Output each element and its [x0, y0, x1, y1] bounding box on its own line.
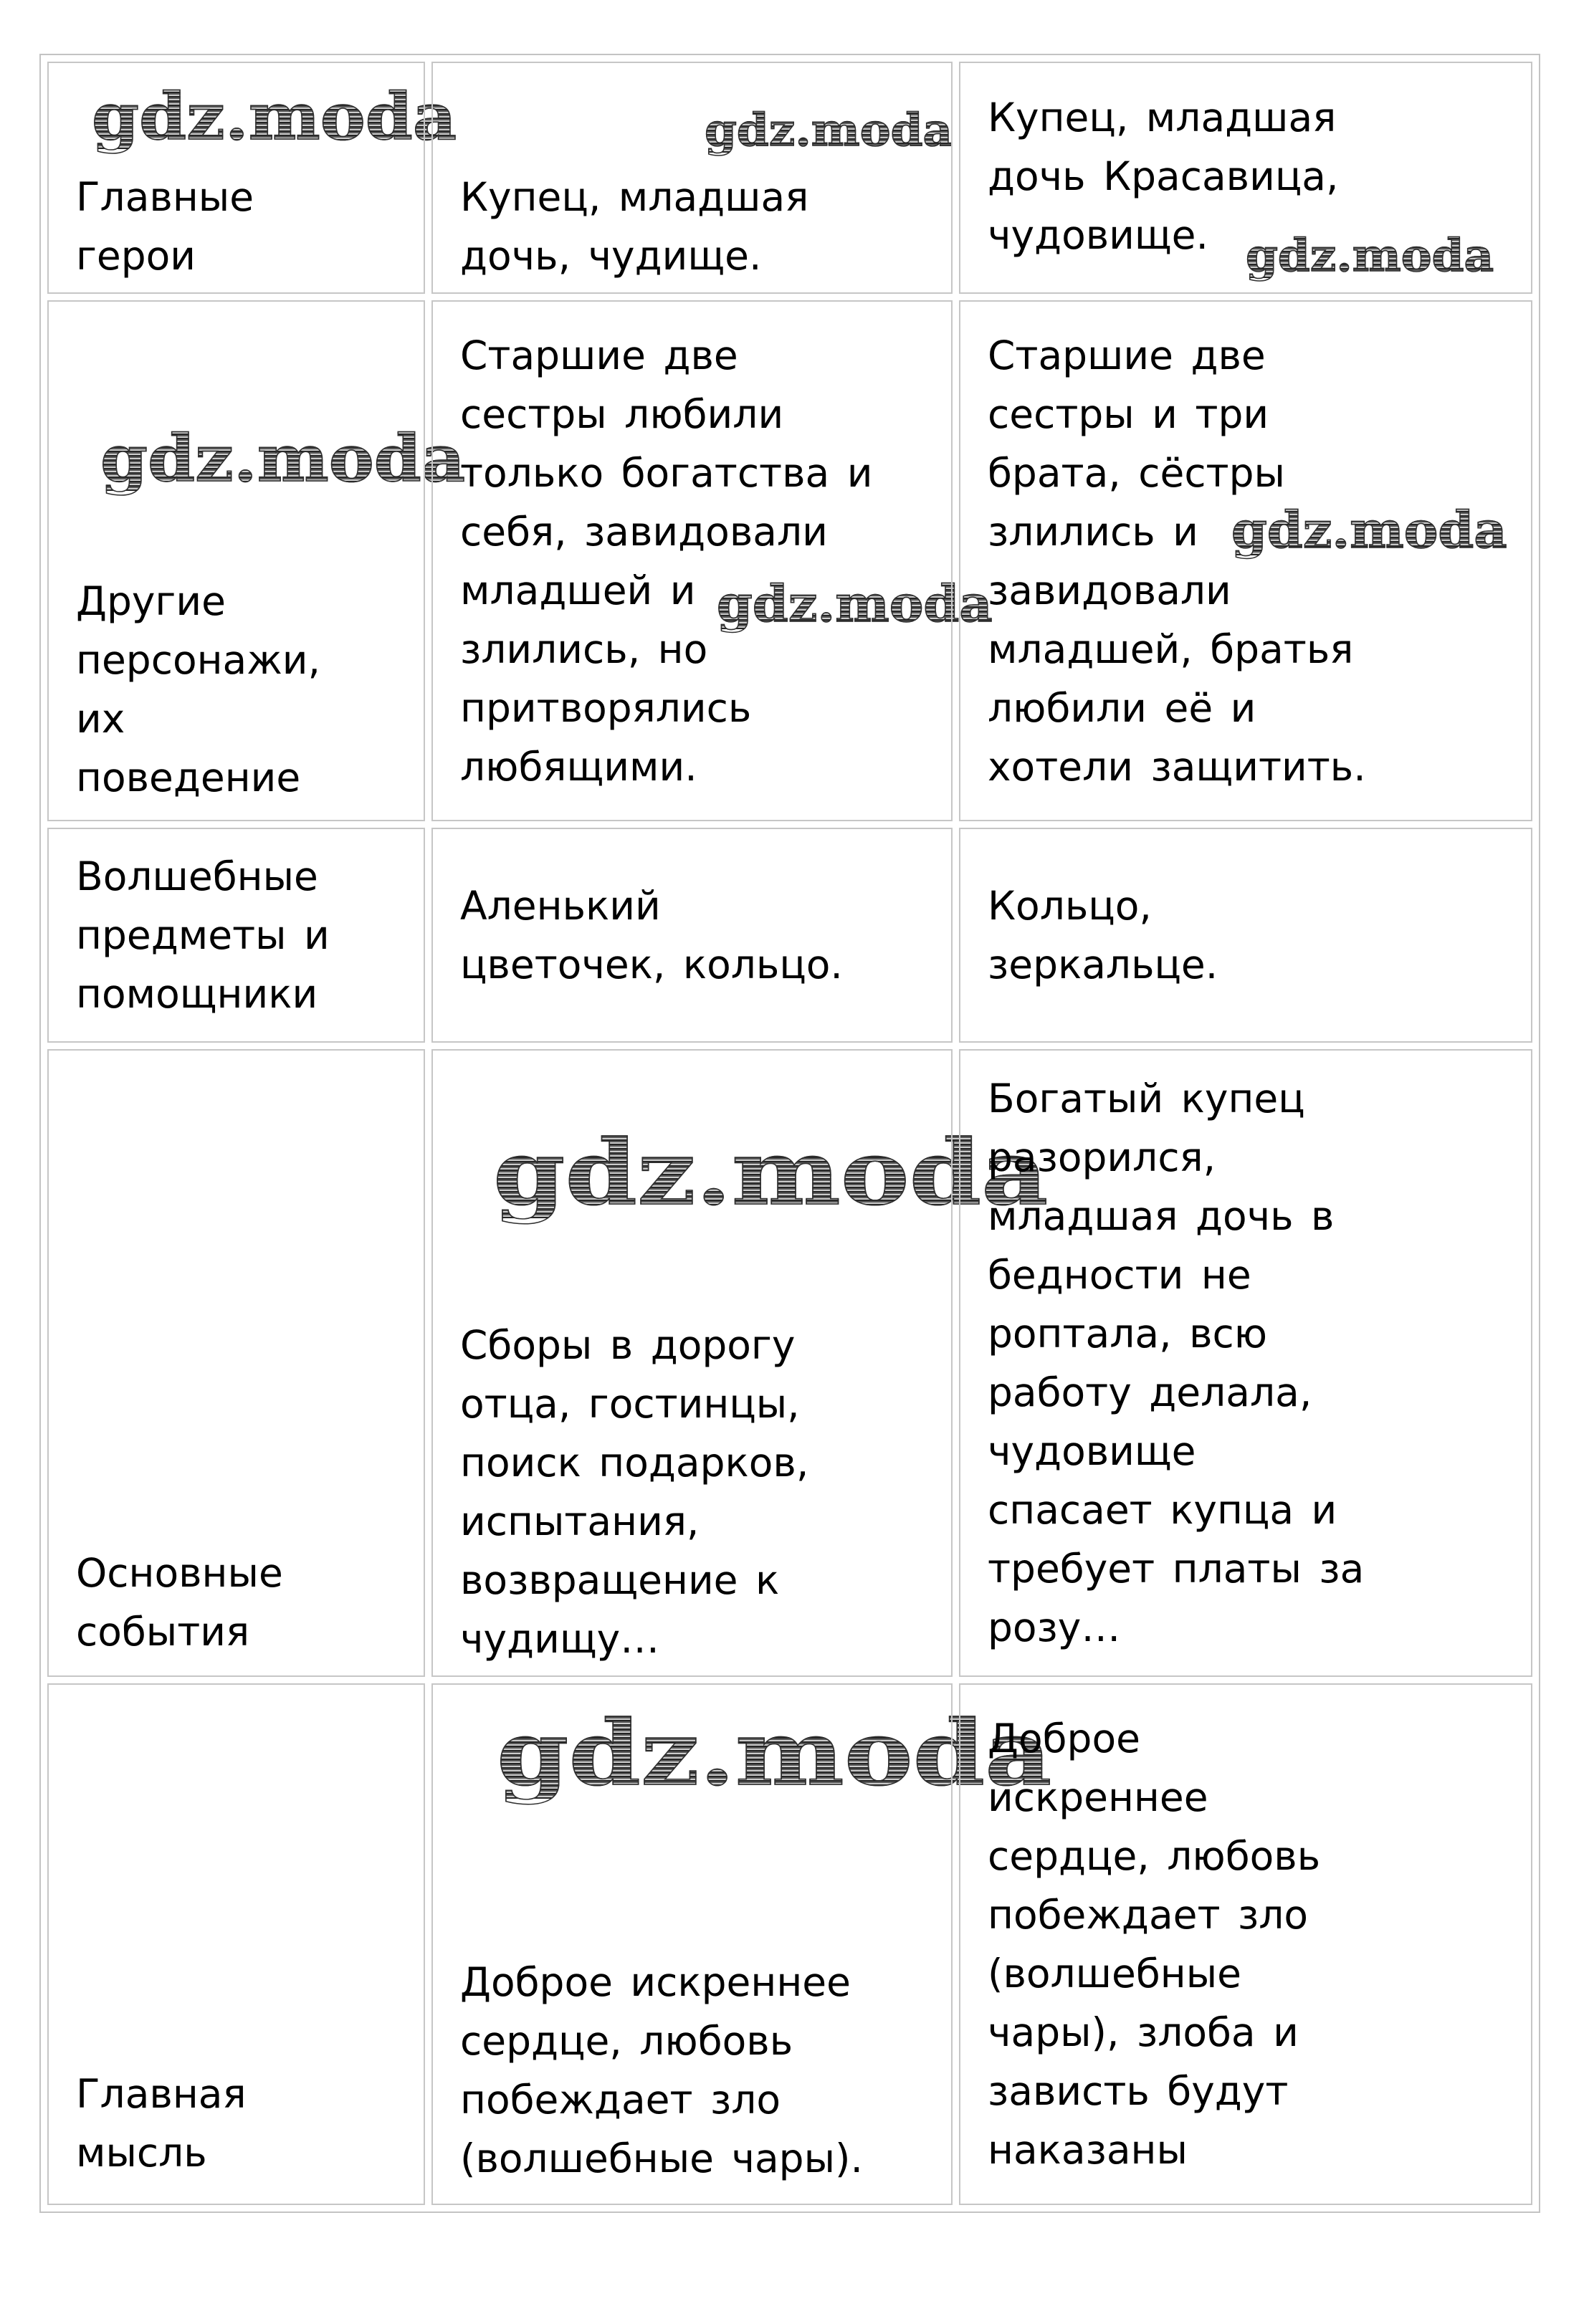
cell-text: Старшие две сестры и три брата, сёстры з… [988, 332, 1366, 790]
cell-text: Купец, младшая дочь, чудище. [460, 174, 809, 279]
watermark-gdz-moda: gdz.moda [492, 1121, 1049, 1225]
table-row-main-events: Основные события Сборы в дорогу отца, го… [47, 1049, 1532, 1677]
tale2-cell: Доброе искреннее сердце, любовь побеждае… [959, 1683, 1532, 2205]
cell-text: Доброе искреннее сердце, любовь побеждае… [988, 1716, 1321, 2173]
cell-text: Купец, младшая дочь Красавица, чудовище. [988, 95, 1339, 258]
cell-text: Старшие две сестры любили только богатст… [460, 332, 873, 790]
row-label-cell: Главные герои [47, 62, 425, 294]
table-row-main-idea: Главная мысль Доброе искреннее сердце, л… [47, 1683, 1532, 2205]
tale1-cell: Купец, младшая дочь, чудище. [431, 62, 953, 294]
row-label: Основные события [76, 1550, 283, 1655]
row-label-cell: Основные события [47, 1049, 425, 1677]
watermark-gdz-moda: gdz.moda [704, 103, 953, 156]
row-label: Волшебные предметы и помощники [76, 853, 330, 1017]
tale2-cell: Купец, младшая дочь Красавица, чудовище. [959, 62, 1532, 294]
cell-text: Аленький цветочек, кольцо. [460, 883, 843, 988]
fairy-tale-comparison-table: Главные герои Купец, младшая дочь, чудищ… [39, 54, 1540, 2213]
table-row-main-characters: Главные герои Купец, младшая дочь, чудищ… [47, 62, 1532, 294]
tale2-cell: Кольцо, зеркальце. [959, 828, 1532, 1043]
row-label: Главные герои [76, 174, 254, 279]
tale2-cell: Старшие две сестры и три брата, сёстры з… [959, 300, 1532, 821]
watermark-gdz-moda: gdz.moda [1245, 229, 1494, 282]
cell-text: Доброе искреннее сердце, любовь побеждае… [460, 1959, 863, 2181]
row-label-cell: Другие персонажи, их поведение [47, 300, 425, 821]
tale2-cell: Богатый купец разорился, младшая дочь в … [959, 1049, 1532, 1677]
tale1-cell: Доброе искреннее сердце, любовь побеждае… [431, 1683, 953, 2205]
row-label-cell: Главная мысль [47, 1683, 425, 2205]
row-label-cell: Волшебные предметы и помощники [47, 828, 425, 1043]
watermark-gdz-moda: gdz.moda [100, 421, 466, 497]
watermark-gdz-moda: gdz.moda [91, 79, 457, 155]
cell-text: Сборы в дорогу отца, гостинцы, поиск под… [460, 1322, 809, 1662]
tale1-cell: Старшие две сестры любили только богатст… [431, 300, 953, 821]
watermark-gdz-moda: gdz.moda [716, 574, 993, 633]
table-row-magic-items: Волшебные предметы и помощники Аленький … [47, 828, 1532, 1043]
watermark-gdz-moda: gdz.moda [1231, 500, 1507, 560]
cell-text: Богатый купец разорился, младшая дочь в … [988, 1076, 1365, 1650]
cell-text: Кольцо, зеркальце. [988, 883, 1218, 988]
tale1-cell: Сборы в дорогу отца, гостинцы, поиск под… [431, 1049, 953, 1677]
tale1-cell: Аленький цветочек, кольцо. [431, 828, 953, 1043]
table-row-other-characters: Другие персонажи, их поведение Старшие д… [47, 300, 1532, 821]
row-label: Другие персонажи, их поведение [76, 578, 321, 800]
row-label: Главная мысль [76, 2071, 247, 2176]
